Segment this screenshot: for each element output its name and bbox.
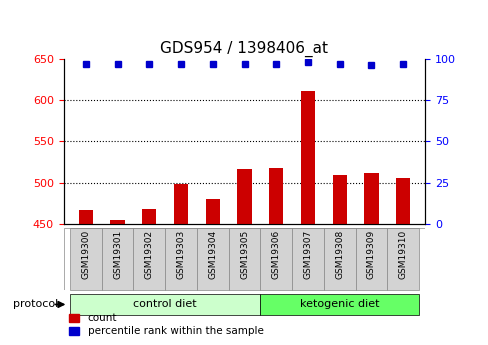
Title: GDS954 / 1398406_at: GDS954 / 1398406_at — [160, 41, 328, 57]
Bar — [70, 228, 102, 290]
Text: GSM19305: GSM19305 — [240, 229, 248, 279]
Text: ketogenic diet: ketogenic diet — [299, 299, 379, 309]
Text: GSM19307: GSM19307 — [303, 229, 312, 279]
Bar — [165, 228, 197, 290]
Text: GSM19301: GSM19301 — [113, 229, 122, 279]
Bar — [355, 228, 386, 290]
Bar — [133, 228, 165, 290]
Bar — [197, 228, 228, 290]
Bar — [110, 220, 124, 224]
Text: GSM19300: GSM19300 — [81, 229, 90, 279]
Bar — [237, 169, 251, 224]
Bar — [386, 228, 418, 290]
Text: protocol: protocol — [13, 299, 59, 309]
Text: GSM19304: GSM19304 — [208, 229, 217, 279]
Bar — [260, 294, 418, 315]
Text: GSM19310: GSM19310 — [398, 229, 407, 279]
Text: GSM19302: GSM19302 — [144, 229, 153, 279]
Bar — [79, 210, 93, 224]
Text: control diet: control diet — [133, 299, 197, 309]
Bar — [205, 199, 220, 224]
Bar — [260, 228, 291, 290]
Bar — [174, 184, 188, 224]
Text: GSM19308: GSM19308 — [335, 229, 344, 279]
Bar — [142, 208, 156, 224]
Text: GSM19303: GSM19303 — [176, 229, 185, 279]
Text: GSM19309: GSM19309 — [366, 229, 375, 279]
Bar — [323, 228, 355, 290]
Legend: count, percentile rank within the sample: count, percentile rank within the sample — [69, 313, 263, 336]
Bar — [70, 294, 260, 315]
Text: GSM19306: GSM19306 — [271, 229, 280, 279]
Bar — [364, 173, 378, 224]
Bar — [291, 228, 323, 290]
Bar — [332, 175, 346, 224]
Bar — [268, 168, 283, 224]
Bar — [300, 91, 314, 224]
Bar — [395, 178, 409, 224]
Bar — [228, 228, 260, 290]
Bar — [102, 228, 133, 290]
